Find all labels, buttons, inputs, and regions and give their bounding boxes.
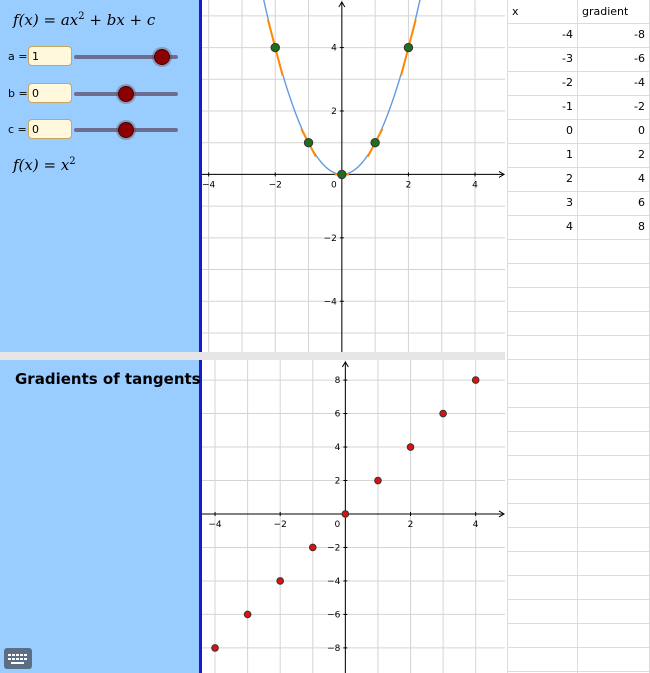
gradient-point xyxy=(406,443,415,451)
slider-label: c = xyxy=(8,123,27,136)
x-tick-label: −4 xyxy=(208,520,222,530)
tangent-point xyxy=(337,169,347,180)
x-tick-label: −2 xyxy=(269,180,282,190)
y-tick-label: 2 xyxy=(335,477,341,487)
graphics-view-border-bottom xyxy=(199,360,202,673)
slider-value-input[interactable]: 1 xyxy=(28,46,72,66)
x-tick-label: 4 xyxy=(472,180,478,190)
y-tick-label: −4 xyxy=(327,577,341,587)
table-cell[interactable]: 4 xyxy=(566,220,573,233)
panel-divider[interactable] xyxy=(0,352,505,360)
x-tick-label: 2 xyxy=(408,520,414,530)
x-axis-arrow xyxy=(498,510,505,518)
gradient-point xyxy=(439,409,447,418)
tangent-point xyxy=(303,138,314,148)
table-cell[interactable]: 3 xyxy=(566,196,573,209)
table-cell[interactable]: 1 xyxy=(566,148,573,161)
keyboard-icon[interactable] xyxy=(4,648,32,669)
bottom-heading: Gradients of tangents xyxy=(15,370,201,388)
algebra-panel-bottom xyxy=(0,360,199,673)
table-cell[interactable]: -4 xyxy=(634,76,645,89)
column-header-gradient[interactable]: gradient xyxy=(582,5,629,18)
slider-knob[interactable] xyxy=(118,122,134,138)
table-cell[interactable]: -8 xyxy=(634,28,645,41)
gradient-point xyxy=(211,644,219,652)
slider-knob[interactable] xyxy=(118,86,134,102)
slider-row: b = 0 xyxy=(8,83,193,107)
y-axis-arrow xyxy=(341,361,349,368)
graphics-view-border-top xyxy=(199,0,202,352)
spreadsheet-table[interactable]: x gradient -4 -8 -3 -6 -2 -4 -1 -2 0 0 1 2 2 4 3 6 4 8 xyxy=(507,0,650,673)
current-formula: f(x) = x2 xyxy=(13,156,76,174)
y-tick-label: 6 xyxy=(335,410,341,420)
table-cell[interactable]: -4 xyxy=(562,28,573,41)
gradient-point xyxy=(243,610,252,619)
y-tick-label: 8 xyxy=(335,376,341,386)
tangent-point xyxy=(370,138,380,148)
gradient-point xyxy=(276,577,284,585)
table-cell[interactable]: -6 xyxy=(634,52,645,65)
x-tick-label: 4 xyxy=(473,520,479,530)
y-tick-label: 4 xyxy=(331,44,337,54)
table-cell[interactable]: 4 xyxy=(638,172,645,185)
tangent-point xyxy=(403,42,414,53)
table-cell[interactable]: -3 xyxy=(562,52,573,65)
table-cell[interactable]: 2 xyxy=(566,172,573,185)
y-tick-label: −6 xyxy=(327,610,341,620)
slider-value-input[interactable]: 0 xyxy=(28,83,72,103)
column-header-x[interactable]: x xyxy=(512,5,519,18)
y-tick-label: 2 xyxy=(331,107,337,117)
table-cell[interactable]: 6 xyxy=(638,196,645,209)
x-tick-label: 0 xyxy=(334,520,340,530)
slider-label: b = xyxy=(8,87,28,100)
slider-label: a = xyxy=(8,50,28,63)
slider-knob[interactable] xyxy=(154,49,171,65)
gradient-point xyxy=(374,476,382,485)
y-axis-arrow xyxy=(338,1,346,8)
table-cell[interactable]: -2 xyxy=(634,100,645,113)
y-tick-label: 4 xyxy=(335,443,341,453)
table-cell[interactable]: 0 xyxy=(638,124,645,137)
tangent-point xyxy=(270,42,280,53)
y-tick-label: −4 xyxy=(324,297,338,307)
x-axis-arrow xyxy=(498,170,505,178)
gradient-graph[interactable]: −4 −2 0 2 4 8 6 4 2 −2 −4 −6 −8 xyxy=(202,360,505,673)
general-formula: f(x) = ax2 + bx + c xyxy=(13,11,156,29)
y-tick-label: −2 xyxy=(327,543,340,553)
y-tick-label: −8 xyxy=(327,644,341,654)
gradient-point xyxy=(341,510,350,518)
gradient-point xyxy=(308,543,317,552)
table-cell[interactable]: -1 xyxy=(562,100,573,113)
x-tick-label: 2 xyxy=(406,180,412,190)
slider-track[interactable] xyxy=(74,55,178,59)
gradient-point xyxy=(471,376,480,384)
x-tick-label: −4 xyxy=(202,180,216,190)
slider-row: c = 0 xyxy=(8,119,193,143)
table-cell[interactable]: 0 xyxy=(566,124,573,137)
table-cell[interactable]: 2 xyxy=(638,148,645,161)
function-graph[interactable]: −4 −2 0 2 4 4 2 −2 −4 xyxy=(202,0,505,352)
x-tick-label: 0 xyxy=(331,180,337,190)
y-tick-label: −2 xyxy=(324,234,337,244)
slider-row: a = 1 xyxy=(8,46,193,70)
x-tick-label: −2 xyxy=(274,520,287,530)
table-cell[interactable]: 8 xyxy=(638,220,645,233)
table-cell[interactable]: -2 xyxy=(562,76,573,89)
slider-value-input[interactable]: 0 xyxy=(28,119,72,139)
